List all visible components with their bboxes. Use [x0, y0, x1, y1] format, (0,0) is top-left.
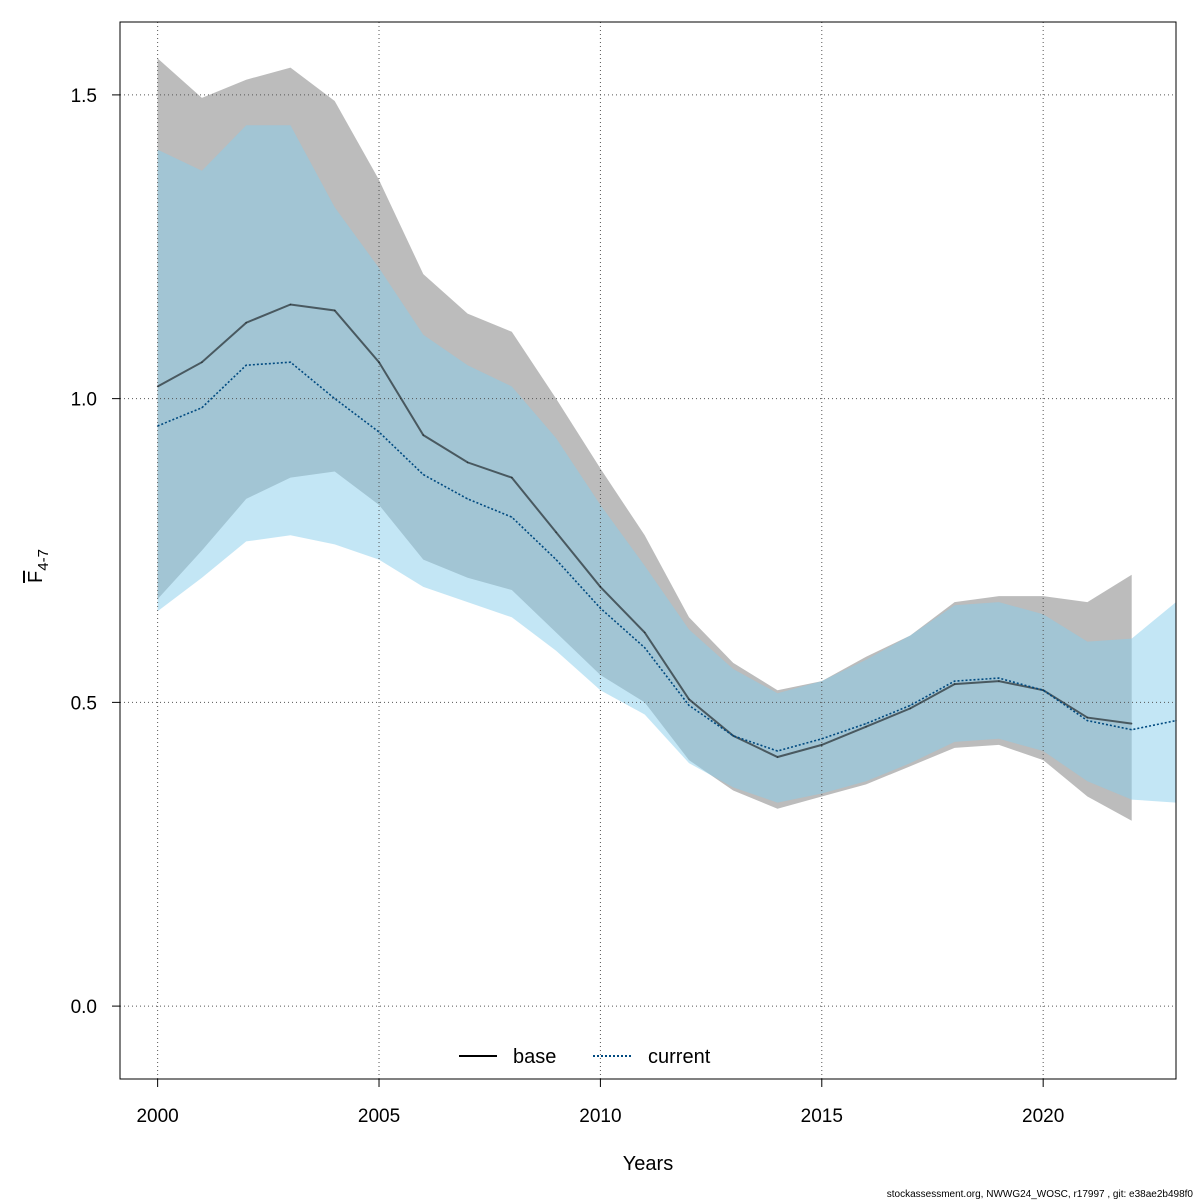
data-point-current-2001: [201, 406, 203, 409]
data-point-base-2010: [599, 586, 602, 588]
data-point-current-2017: [909, 704, 912, 707]
data-point-current-2015: [821, 738, 823, 740]
y-axis-title: F4-7: [25, 549, 52, 583]
y-tick-label-1.5: 1.5: [71, 86, 97, 107]
y-tick-label-1.0: 1.0: [71, 390, 97, 411]
data-point-current-2000: [156, 425, 159, 427]
data-point-current-2016: [865, 722, 867, 725]
data-point-base-2006: [422, 434, 425, 436]
data-point-base-2014: [776, 756, 779, 758]
footer-credit: stockassessment.org, NWWG24_WOSC, r17997…: [887, 1189, 1194, 1200]
data-point-current-2009: [555, 558, 557, 561]
data-point-current-2018: [953, 680, 956, 682]
data-point-current-2004: [333, 397, 336, 400]
x-tick-label-2005: 2005: [358, 1106, 400, 1127]
data-point-base-2015: [821, 744, 823, 746]
y-tick-label-0.5: 0.5: [71, 693, 97, 714]
data-point-current-2008: [511, 516, 513, 518]
data-point-base-2022: [1130, 722, 1133, 725]
series-line-base: [157, 303, 1132, 759]
data-point-base-2021: [1086, 716, 1089, 719]
legend-label-base: base: [513, 1046, 556, 1068]
data-point-current-2011: [643, 646, 646, 649]
data-point-current-2020: [1042, 689, 1044, 691]
data-point-base-2003: [289, 303, 292, 306]
data-point-current-2007: [466, 498, 469, 500]
y-axis-title-subscript: 4-7: [35, 549, 52, 571]
confidence-band-current: [157, 125, 1177, 803]
data-point-base-2018: [953, 683, 956, 685]
data-point-base-2011: [643, 631, 646, 634]
data-point-base-2001: [201, 361, 203, 364]
data-point-base-2007: [466, 461, 469, 464]
data-point-base-2017: [909, 707, 912, 710]
y-axis-title-main: F: [25, 571, 47, 583]
data-point-base-2019: [998, 680, 1000, 682]
data-point-base-2008: [511, 476, 513, 479]
data-point-current-2019: [998, 677, 1000, 679]
data-point-base-2005: [378, 361, 380, 364]
data-point-base-2016: [865, 725, 867, 728]
plot-frame: [119, 21, 1177, 1080]
data-point-current-2013: [732, 735, 734, 737]
x-tick-label-2015: 2015: [801, 1106, 843, 1127]
x-tick-label-2000: 2000: [136, 1106, 178, 1127]
data-point-base-2004: [333, 309, 336, 312]
x-axis: 2000 2005 2010 2015 2020: [136, 1079, 1064, 1127]
data-point-current-2010: [599, 607, 602, 609]
data-point-current-2012: [688, 704, 690, 707]
data-point-current-2014: [776, 750, 779, 752]
data-point-base-2020: [1042, 689, 1044, 691]
data-point-base-2000: [156, 385, 159, 388]
legend-label-current: current: [648, 1046, 711, 1068]
series-line-current: [157, 361, 1177, 752]
data-point-current-2002: [245, 364, 247, 367]
data-point-base-2013: [732, 735, 734, 737]
series-current: [156, 361, 1177, 752]
data-point-current-2021: [1086, 719, 1089, 722]
y-tick-label-0.0: 0.0: [71, 997, 97, 1018]
confidence-band-base: [157, 58, 1132, 821]
data-point-current-2022: [1130, 728, 1133, 731]
grid: [120, 22, 1176, 1079]
series-base: [156, 303, 1133, 759]
legend: base current: [459, 1046, 711, 1068]
x-tick-label-2010: 2010: [579, 1106, 621, 1127]
data-point-base-2012: [688, 698, 690, 701]
data-point-current-2003: [289, 361, 292, 364]
series-lines: [156, 303, 1177, 759]
confidence-bands: [157, 58, 1177, 821]
x-tick-label-2020: 2020: [1022, 1106, 1064, 1127]
data-point-base-2009: [555, 531, 557, 534]
data-point-current-2005: [378, 431, 380, 433]
x-axis-title: Years: [623, 1153, 673, 1175]
y-axis: 0.0 0.5 1.0 1.5: [71, 86, 120, 1018]
data-point-base-2002: [245, 321, 247, 324]
data-point-current-2006: [422, 473, 425, 476]
y-axis-title-text: F4-7: [25, 549, 52, 583]
